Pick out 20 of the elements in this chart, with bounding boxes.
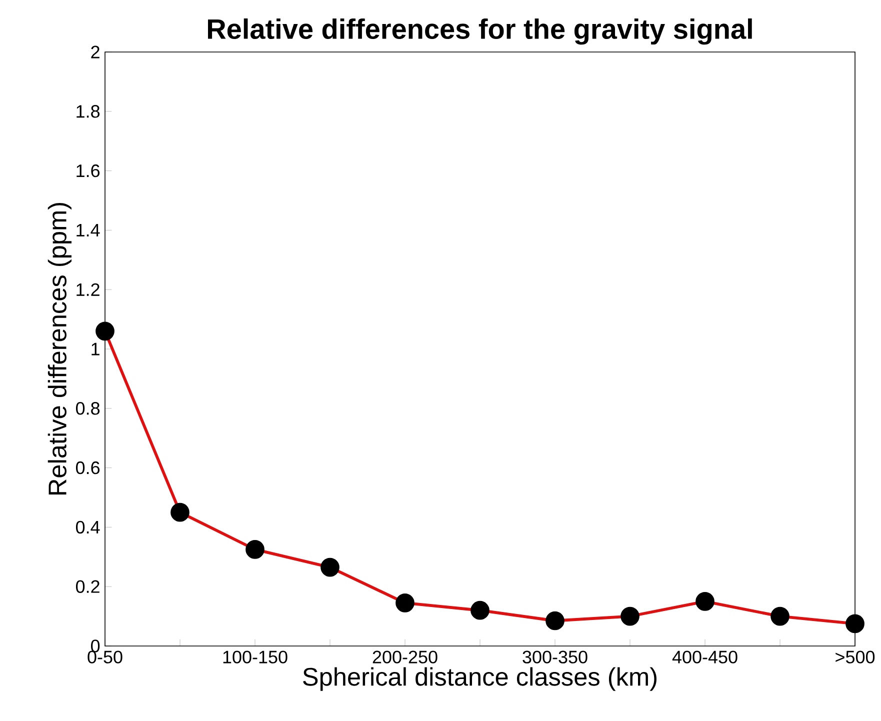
x-tick-label: 300-350 — [522, 650, 588, 664]
y-tick-label: 2 — [91, 46, 100, 58]
x-tick-label: >500 — [836, 650, 875, 664]
y-tick-label: 1 — [92, 342, 100, 356]
x-tick-label: 200-250 — [372, 650, 438, 664]
y-tick-label: 0.4 — [76, 520, 100, 534]
y-tick-label: 0.2 — [76, 580, 100, 593]
y-tick-label: 0 — [91, 640, 100, 652]
y-tick-label: 1.4 — [76, 224, 100, 236]
x-tick-label: 0-50 — [88, 650, 122, 664]
y-tick-label: 0.8 — [76, 402, 100, 415]
y-axis-title: Relative differences (ppm) — [48, 203, 72, 495]
y-tick-label: 0.6 — [76, 461, 100, 474]
y-tick-label: 1.6 — [76, 164, 100, 178]
x-tick-label: 400-450 — [672, 650, 738, 664]
x-tick-label: 100-150 — [223, 650, 288, 664]
y-tick-label: 1.8 — [76, 105, 100, 118]
x-axis-title: Spherical distance classes (km) — [303, 667, 656, 691]
y-tick-label: 1.2 — [76, 283, 100, 296]
chart-title: Relative differences for the gravity signal — [208, 18, 752, 45]
